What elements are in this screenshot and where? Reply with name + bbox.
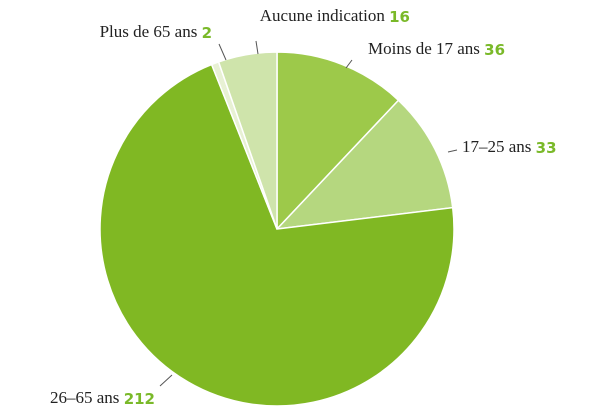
category-name: 17–25 ans bbox=[462, 137, 531, 156]
category-name: 26–65 ans bbox=[50, 388, 119, 407]
slice-value: 212 bbox=[124, 390, 155, 408]
slice-label: Plus de 65 ans 2 bbox=[100, 22, 212, 42]
category-name: Plus de 65 ans bbox=[100, 22, 198, 41]
slice-value: 36 bbox=[484, 41, 505, 59]
slice-label: Aucune indication 16 bbox=[260, 6, 410, 26]
leader-line bbox=[345, 59, 353, 69]
pie-slice bbox=[217, 51, 278, 230]
category-name: Moins de 17 ans bbox=[368, 39, 480, 58]
slice-value: 16 bbox=[389, 8, 410, 26]
leader-line bbox=[218, 43, 227, 61]
slice-label: 26–65 ans 212 bbox=[50, 388, 155, 408]
category-name: Aucune indication bbox=[260, 6, 386, 25]
slice-value: 2 bbox=[202, 24, 212, 42]
pie-slice bbox=[275, 99, 454, 230]
leader-line bbox=[447, 149, 458, 153]
leader-line bbox=[255, 40, 259, 55]
slice-label: Moins de 17 ans 36 bbox=[368, 39, 505, 59]
slice-value: 33 bbox=[536, 139, 557, 157]
slice-label: 17–25 ans 33 bbox=[462, 137, 557, 157]
pie-slice bbox=[276, 51, 400, 231]
leader-line bbox=[159, 374, 173, 387]
pie-slice bbox=[99, 63, 455, 407]
